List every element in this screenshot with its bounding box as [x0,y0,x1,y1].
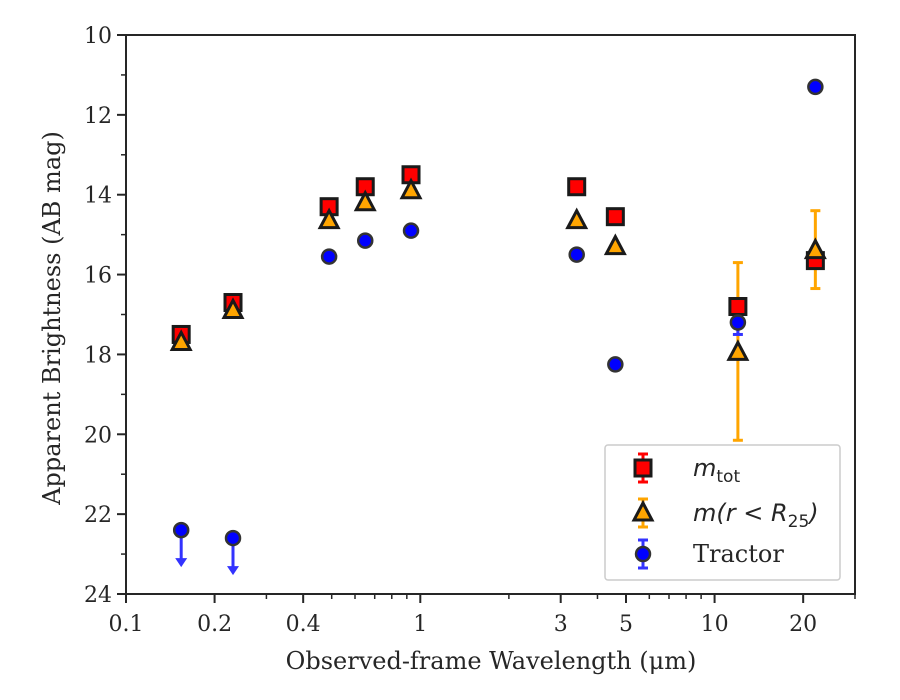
mr25-point [399,177,423,200]
x-tick-label: 0.2 [197,612,232,637]
tractor-point [356,232,374,249]
mtot-point [567,177,587,197]
legend-label: mtot [693,454,740,487]
legend-label: m(r < R25) [693,499,819,532]
y-tick-label: 22 [84,503,112,528]
y-tick-label: 18 [84,343,112,368]
arrow-head [227,566,240,576]
legend-entry: m(r < R25) [631,497,819,532]
legend-entry: Tractor [634,538,784,570]
tractor-point [172,521,190,539]
x-tick-label: 20 [789,612,817,637]
legend-marker [634,545,652,563]
tractor-point [729,314,747,331]
legend: mtot m(r < R25) Tractor [604,444,841,581]
tractor-point [807,78,824,96]
mtot-point [605,207,625,227]
mr25-point [726,339,750,361]
y-axis: 10 12 14 16 18 20 22 24 [84,24,126,608]
tractor-point [224,529,242,547]
data-marks [169,78,827,576]
tractor-point [568,246,585,263]
tractor-point [402,222,420,239]
mr25-point [317,207,341,230]
mr25-point [565,207,589,230]
mr25-point [221,297,245,320]
x-tick-label: 5 [619,612,633,637]
y-axis-title: Apparent Brightness (AB mag) [38,131,66,506]
y-tick-label: 14 [84,184,112,209]
legend-marker [633,458,653,478]
mr25-point [353,189,377,212]
legend-marker [631,499,655,522]
x-tick-label: 3 [554,612,568,637]
y-tick-label: 10 [84,24,112,49]
x-axis: 0.1 0.2 0.4 1 3 5 10 20 [109,594,856,637]
x-tick-label: 0.1 [109,612,144,637]
x-tick-label: 1 [413,612,427,637]
mtot-point [728,297,748,317]
mr25-point [169,329,193,351]
mr25-point [603,233,627,256]
legend-box [604,444,841,581]
x-tick-label: 10 [701,612,729,637]
tractor-point [320,248,338,265]
y-tick-label: 20 [84,423,112,448]
y-tick-label: 24 [84,583,112,608]
legend-label: Tractor [693,540,784,568]
arrow-head [175,558,188,568]
x-tick-label: 0.4 [286,612,321,637]
legend-entry: mtot [633,452,740,487]
y-tick-label: 16 [84,264,112,289]
x-axis-title: Observed-frame Wavelength (μm) [286,647,697,675]
tractor-point [607,356,624,373]
mr25-point [803,237,827,260]
y-tick-label: 12 [84,104,112,129]
